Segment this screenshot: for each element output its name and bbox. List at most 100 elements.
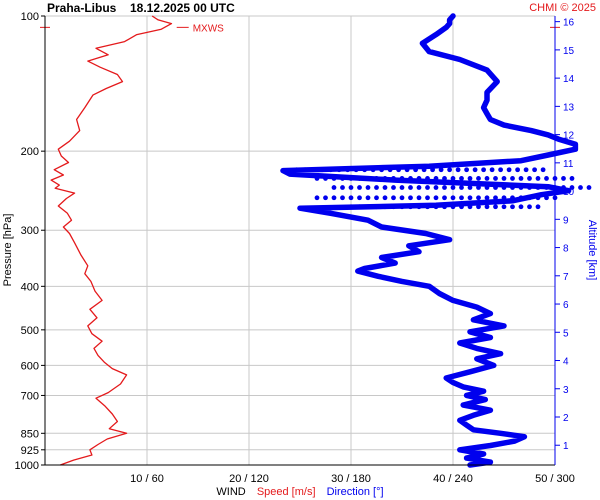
direction-point-2-6 xyxy=(382,185,388,190)
direction-point-2-24 xyxy=(535,185,541,190)
direction-point-0-17 xyxy=(438,167,444,173)
pressure-tick-label-400: 400 xyxy=(21,281,39,293)
x-axis-label-wind: WIND xyxy=(216,486,245,498)
wind-tick-label-40: 40 / 240 xyxy=(433,473,473,485)
direction-point-3-1 xyxy=(323,195,328,201)
direction-point-3-12 xyxy=(416,195,422,201)
direction-point-1-23 xyxy=(510,176,515,181)
direction-point-1-2 xyxy=(331,176,337,181)
direction-point-2-9 xyxy=(408,185,413,190)
direction-point-0-23 xyxy=(489,167,495,173)
direction-point-4-7 xyxy=(408,204,413,210)
direction-point-0-20 xyxy=(464,167,469,173)
direction-point-2-12 xyxy=(433,185,439,190)
direction-point-3-6 xyxy=(365,195,371,201)
direction-point-2-8 xyxy=(399,185,405,190)
series-layer: MXWS xyxy=(40,13,592,468)
direction-point-0-9 xyxy=(370,167,376,173)
direction-point-0-8 xyxy=(362,167,367,173)
direction-point-3-13 xyxy=(425,195,430,201)
direction-point-4-21 xyxy=(527,204,532,210)
direction-point-0-22 xyxy=(481,167,486,173)
direction-point-3-3 xyxy=(340,195,345,201)
direction-point-2-7 xyxy=(391,185,396,190)
direction-point-4-18 xyxy=(501,204,507,210)
direction-point-2-15 xyxy=(459,185,464,190)
direction-point-1-27 xyxy=(544,176,549,181)
direction-point-0-7 xyxy=(353,167,359,173)
direction-point-1-15 xyxy=(442,176,447,181)
direction-point-3-26 xyxy=(535,195,541,201)
direction-point-1-7 xyxy=(374,176,379,181)
direction-point-0-2 xyxy=(311,167,316,173)
direction-point-3-24 xyxy=(518,195,524,201)
direction-point-3-18 xyxy=(467,195,473,201)
direction-point-3-25 xyxy=(527,195,532,201)
direction-point-2-22 xyxy=(518,185,524,190)
direction-point-1-3 xyxy=(340,176,345,181)
y-axis-label: Pressure [hPa] xyxy=(2,214,14,287)
direction-point-2-2 xyxy=(348,185,354,190)
pressure-tick-label-500: 500 xyxy=(21,325,39,337)
pressure-tick-label-850: 850 xyxy=(21,428,39,440)
wind-tick-label-20: 20 / 120 xyxy=(229,473,269,485)
header-station: Praha-Libus xyxy=(47,1,117,15)
wind-tick-label-50: 50 / 300 xyxy=(535,473,575,485)
altitude-tick-label-15: 15 xyxy=(563,46,575,57)
direction-point-0-4 xyxy=(328,167,333,173)
direction-point-4-17 xyxy=(493,204,498,210)
direction-point-0-5 xyxy=(336,167,342,173)
altitude-tick-label-6: 6 xyxy=(563,300,569,311)
direction-point-0-27 xyxy=(523,167,529,173)
direction-point-3-4 xyxy=(348,195,354,201)
direction-point-3-27 xyxy=(544,195,549,201)
direction-point-0-28 xyxy=(532,167,537,173)
direction-point-2-29 xyxy=(578,185,583,190)
direction-point-1-1 xyxy=(323,176,328,181)
direction-point-3-0 xyxy=(314,195,320,201)
direction-point-3-21 xyxy=(493,195,498,201)
pressure-tick-label-300: 300 xyxy=(21,225,39,237)
direction-point-2-11 xyxy=(425,185,430,190)
direction-point-4-0 xyxy=(348,204,354,210)
direction-point-4-22 xyxy=(535,204,541,210)
direction-point-2-13 xyxy=(442,185,447,190)
direction-point-2-19 xyxy=(493,185,498,190)
altitude-tick-label-9: 9 xyxy=(563,215,569,226)
direction-point-1-4 xyxy=(348,176,354,181)
direction-point-2-0 xyxy=(331,185,337,190)
direction-point-1-8 xyxy=(382,176,388,181)
direction-point-2-20 xyxy=(501,185,507,190)
pressure-tick-label-100: 100 xyxy=(21,11,39,23)
altitude-tick-label-2: 2 xyxy=(563,413,569,424)
direction-point-3-19 xyxy=(476,195,481,201)
direction-point-3-20 xyxy=(484,195,490,201)
direction-point-1-22 xyxy=(501,176,507,181)
direction-point-0-11 xyxy=(387,167,393,173)
altitude-tick-label-4: 4 xyxy=(563,357,569,368)
direction-point-4-20 xyxy=(518,204,524,210)
direction-point-3-14 xyxy=(433,195,439,201)
direction-point-4-9 xyxy=(425,204,430,210)
wind-tick-label-10: 10 / 60 xyxy=(130,473,164,485)
altitude-tick-label-16: 16 xyxy=(563,18,575,29)
direction-point-2-4 xyxy=(365,185,371,190)
direction-point-0-26 xyxy=(515,167,520,173)
altitude-tick-label-1: 1 xyxy=(563,441,569,452)
pressure-tick-label-200: 200 xyxy=(21,146,39,158)
direction-point-1-30 xyxy=(569,176,575,181)
direction-point-1-24 xyxy=(518,176,524,181)
direction-point-1-17 xyxy=(459,176,464,181)
direction-point-0-19 xyxy=(455,167,461,173)
direction-point-3-9 xyxy=(391,195,396,201)
direction-point-4-14 xyxy=(467,204,473,210)
direction-point-1-29 xyxy=(561,176,566,181)
direction-point-4-15 xyxy=(476,204,481,210)
direction-point-2-17 xyxy=(476,185,481,190)
direction-point-3-15 xyxy=(442,195,447,201)
grid xyxy=(45,15,556,466)
pressure-tick-label-1000: 1000 xyxy=(15,460,39,472)
direction-point-0-14 xyxy=(413,167,418,173)
